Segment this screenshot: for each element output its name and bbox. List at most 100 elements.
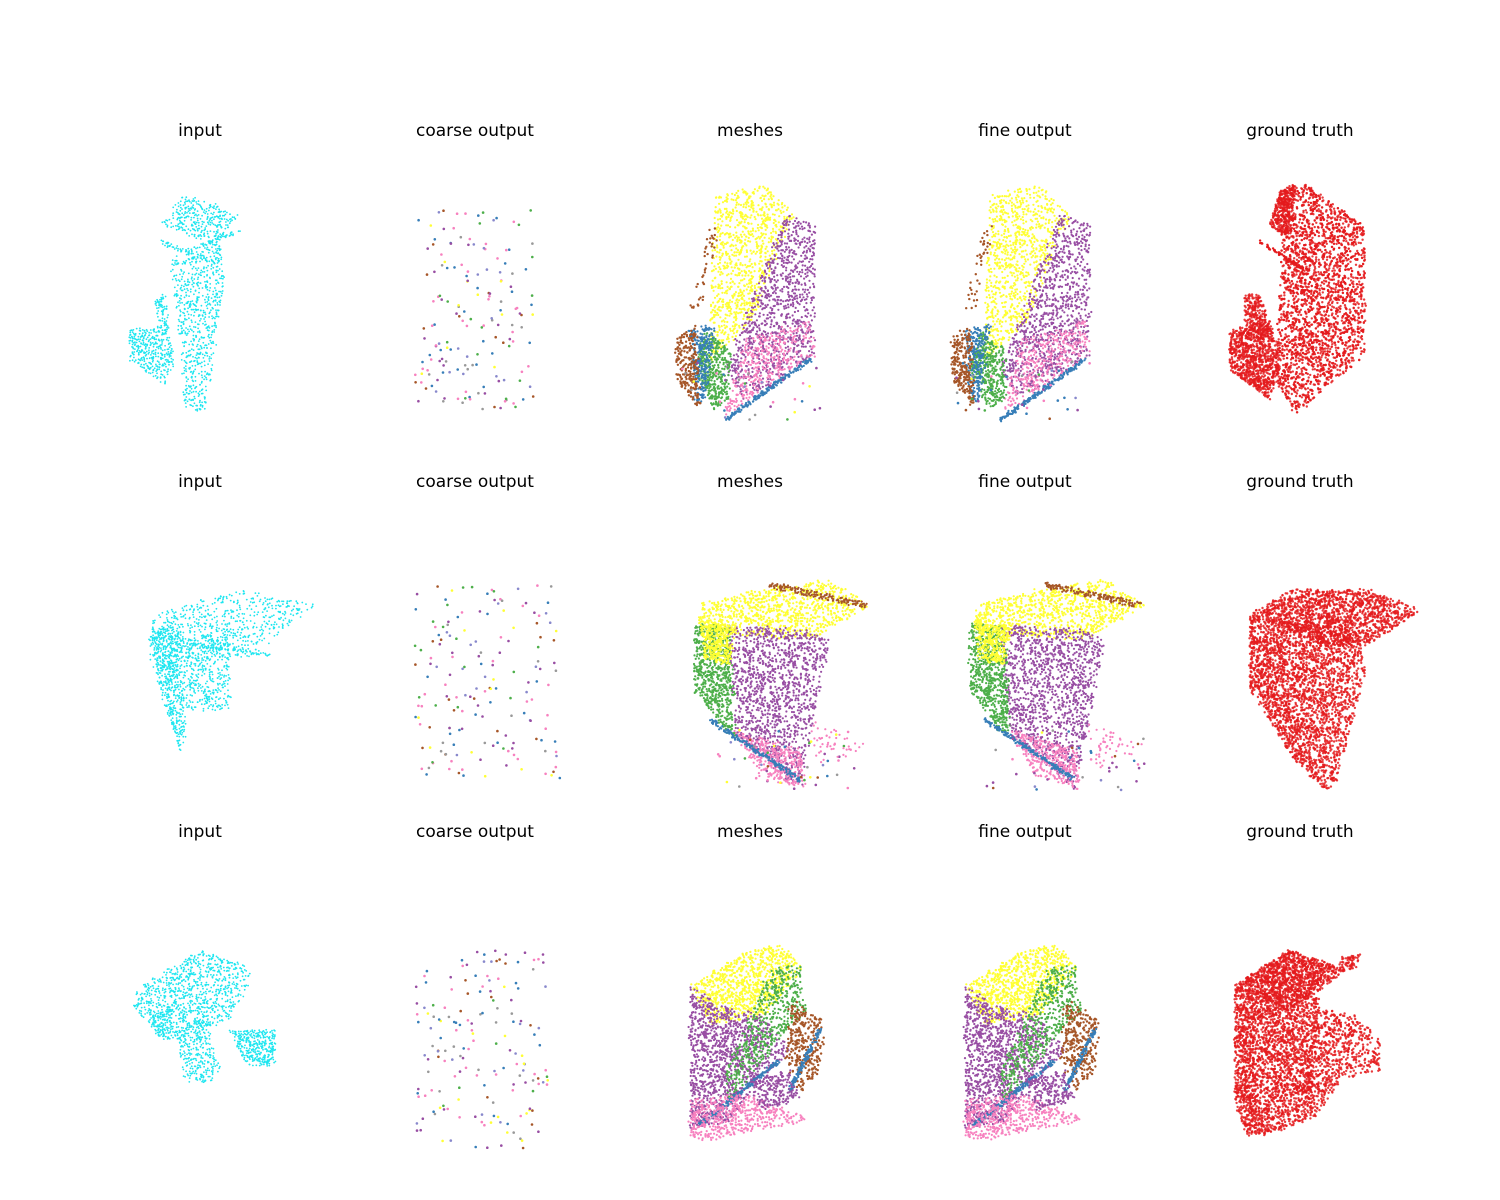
- scatter-point: [718, 342, 722, 345]
- scatter-point: [161, 317, 164, 320]
- scatter-point: [181, 301, 183, 304]
- point-cloud-plot: [674, 185, 822, 421]
- scatter-point: [752, 306, 755, 309]
- scatter-point: [151, 365, 154, 368]
- scatter-point: [795, 351, 798, 354]
- scatter-point: [813, 273, 816, 276]
- scatter-point: [796, 301, 799, 305]
- scatter-point: [721, 286, 724, 290]
- scatter-point: [742, 406, 745, 409]
- scatter-point: [770, 311, 773, 314]
- scatter-point: [154, 349, 157, 351]
- scatter-point: [180, 353, 183, 356]
- scatter-point: [213, 261, 216, 264]
- scatter-point: [725, 253, 728, 257]
- scatter-point: [719, 353, 722, 356]
- scatter-point: [216, 224, 219, 226]
- scatter-point: [716, 387, 719, 390]
- scatter-point: [177, 324, 180, 327]
- scatter-point: [137, 362, 140, 364]
- scatter-point: [700, 376, 703, 379]
- scatter-point: [732, 363, 735, 366]
- scatter-point: [170, 243, 173, 245]
- scatter-point: [508, 337, 512, 341]
- scatter-point: [779, 336, 782, 339]
- scatter-point: [196, 357, 198, 360]
- scatter-point: [754, 292, 757, 296]
- scatter-point: [720, 350, 723, 353]
- scatter-point: [678, 347, 682, 350]
- scatter-point: [784, 349, 787, 352]
- scatter-point: [530, 303, 533, 307]
- scatter-point: [191, 365, 194, 367]
- scatter-point: [808, 350, 811, 353]
- scatter-point: [206, 303, 209, 306]
- scatter-point: [757, 204, 760, 207]
- scatter-point: [198, 246, 201, 249]
- scatter-point: [187, 247, 190, 250]
- scatter-point: [192, 405, 194, 408]
- scatter-point: [717, 373, 720, 376]
- scatter-point: [738, 407, 741, 411]
- scatter-point: [796, 280, 799, 283]
- scatter-point: [765, 272, 768, 275]
- scatter-point: [801, 360, 805, 363]
- scatter-point: [787, 259, 790, 262]
- scatter-point: [165, 352, 168, 355]
- scatter-point: [206, 213, 209, 215]
- scatter-point: [710, 341, 713, 344]
- scatter-point: [685, 377, 688, 381]
- scatter-point: [159, 298, 161, 301]
- scatter-point: [206, 221, 209, 224]
- scatter-point: [181, 289, 184, 292]
- scatter-point: [727, 303, 730, 306]
- scatter-point: [736, 274, 739, 277]
- scatter-point: [511, 272, 514, 275]
- scatter-point: [791, 319, 795, 322]
- scatter-point: [775, 332, 778, 335]
- scatter-point: [727, 395, 730, 398]
- scatter-point: [137, 335, 140, 338]
- scatter-point: [782, 285, 786, 288]
- scatter-point: [760, 346, 763, 349]
- scatter-point: [197, 221, 200, 224]
- scatter-point: [683, 380, 687, 383]
- scatter-point: [444, 360, 448, 363]
- scatter-point: [187, 215, 189, 218]
- scatter-point: [196, 229, 199, 232]
- scatter-point: [201, 404, 204, 407]
- scatter-point: [693, 343, 696, 346]
- scatter-point: [767, 198, 770, 201]
- scatter-point: [204, 247, 206, 249]
- scatter-point: [219, 299, 222, 302]
- scatter-point: [182, 329, 185, 332]
- scatter-point: [712, 301, 715, 304]
- scatter-point: [738, 347, 741, 350]
- scatter-point: [205, 389, 208, 392]
- scatter-point: [743, 338, 746, 341]
- scatter-point: [189, 229, 192, 232]
- scatter-point: [742, 317, 745, 320]
- scatter-point: [776, 295, 779, 298]
- scatter-point: [747, 265, 750, 268]
- scatter-point: [463, 364, 467, 367]
- scatter-point: [712, 269, 715, 272]
- scatter-point: [798, 260, 801, 263]
- scatter-point: [716, 340, 720, 343]
- scatter-point: [492, 218, 495, 222]
- scatter-point: [200, 254, 203, 257]
- scatter-point: [773, 331, 776, 334]
- scatter-point: [700, 340, 703, 343]
- scatter-point: [780, 243, 783, 246]
- scatter-point: [806, 268, 809, 271]
- scatter-point: [145, 353, 148, 356]
- scatter-point: [184, 332, 187, 335]
- scatter-point: [731, 325, 734, 328]
- scatter-point: [172, 206, 175, 209]
- scatter-point: [697, 369, 700, 372]
- scatter-point: [133, 356, 135, 359]
- scatter-point: [708, 368, 711, 371]
- scatter-point: [164, 380, 167, 383]
- scatter-point: [173, 286, 176, 289]
- scatter-point: [761, 308, 764, 311]
